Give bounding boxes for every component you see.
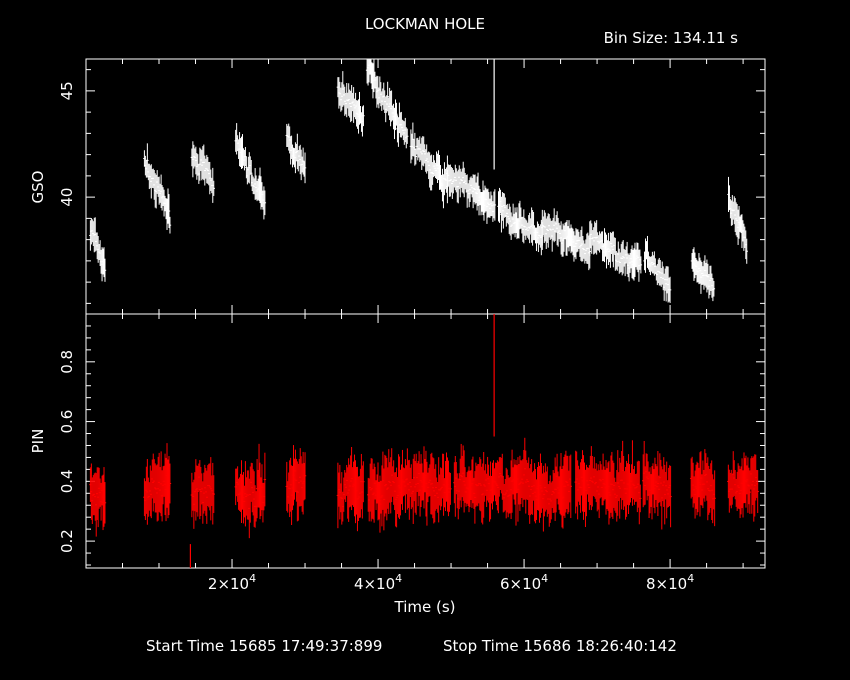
light-curve-segment bbox=[234, 123, 267, 220]
light-curve-segment bbox=[190, 457, 215, 529]
start-time-label: Start Time 15685 17:49:37:899 bbox=[146, 637, 382, 655]
light-curve-segment bbox=[285, 123, 307, 184]
stop-time-label: Stop Time 15686 18:26:40:142 bbox=[443, 637, 677, 655]
light-curve-segment bbox=[143, 443, 172, 525]
y-tick-label: 45 bbox=[58, 81, 76, 100]
x-tick-label: 4×104 bbox=[354, 572, 402, 593]
light-curve-segment bbox=[541, 208, 591, 271]
light-curve-segment bbox=[234, 443, 267, 539]
bin-size-label: Bin Size: 134.11 s bbox=[604, 29, 739, 47]
light-curve-segment bbox=[190, 141, 215, 203]
gso-x-ticks bbox=[85, 59, 744, 314]
y-tick-label: 0.6 bbox=[58, 410, 76, 434]
pin-y-axis-label: PIN bbox=[29, 429, 47, 454]
light-curve-segment bbox=[588, 220, 643, 282]
gso-y-axis-label: GSO bbox=[29, 171, 47, 204]
light-curve-segment bbox=[336, 437, 759, 533]
y-tick-label: 40 bbox=[58, 188, 76, 207]
x-tick-label: 6×104 bbox=[500, 572, 548, 593]
light-curve-segment bbox=[690, 247, 716, 302]
pin-panel: 0.2 0.4 0.6 0.8 2×104 4×104 6×104 8×104 PIN Ti… bbox=[29, 313, 766, 616]
light-curve-segment bbox=[727, 176, 748, 264]
x-tick-label: 2×104 bbox=[208, 572, 256, 593]
light-curve-segment bbox=[89, 217, 107, 282]
light-curve-segment bbox=[143, 143, 172, 234]
x-axis-label: Time (s) bbox=[394, 598, 456, 616]
pin-y-ticks: 0.2 0.4 0.6 0.8 bbox=[58, 325, 765, 566]
light-curve-segment bbox=[285, 445, 307, 526]
chart-title: LOCKMAN HOLE bbox=[365, 15, 485, 33]
light-curve-segment bbox=[89, 463, 107, 537]
pin-x-ticks: 2×104 4×104 6×104 8×104 bbox=[85, 314, 744, 593]
y-tick-label: 0.2 bbox=[58, 529, 76, 553]
light-curve-segment bbox=[497, 187, 544, 256]
light-curve-segment bbox=[446, 155, 497, 224]
gso-data-series bbox=[89, 59, 748, 304]
gso-panel: 40 45 GSO bbox=[29, 58, 766, 315]
y-tick-label: 0.4 bbox=[58, 469, 76, 493]
gso-y-ticks: 40 45 bbox=[58, 69, 765, 304]
pin-data-series bbox=[89, 314, 759, 568]
pin-plot-frame bbox=[85, 313, 766, 569]
y-tick-label: 0.8 bbox=[58, 350, 76, 374]
light-curve-segment bbox=[365, 59, 409, 149]
x-tick-label: 8×104 bbox=[646, 572, 694, 593]
light-curve-segment bbox=[643, 235, 672, 304]
light-curve-segment bbox=[336, 71, 365, 137]
light-curve-segment bbox=[409, 122, 449, 209]
